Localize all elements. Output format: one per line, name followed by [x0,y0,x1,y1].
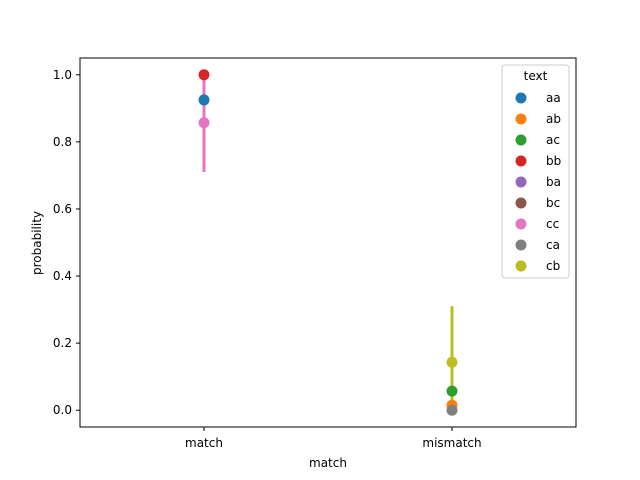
legend-label-bc: bc [546,196,560,210]
legend-marker-ca [515,239,527,251]
legend-label-ab: ab [546,112,561,126]
legend-marker-cc [515,218,527,230]
legend-marker-aa [515,92,527,104]
y-tick-label: 0.0 [53,403,72,417]
y-tick-label: 0.8 [53,135,72,149]
point-cc-match [198,117,210,129]
axes-frame [79,57,577,428]
y-tick-label: 0.4 [53,269,72,283]
legend-label-ca: ca [546,238,560,252]
x-axis-label: match [309,456,347,470]
y-axis-label: probability [30,211,44,275]
x-tick-label: match [185,436,223,450]
point-bb-match [198,69,210,81]
y-tick-label: 0.2 [53,336,72,350]
legend-label-ba: ba [546,175,561,189]
plot-area [198,69,458,416]
legend-marker-bc [515,197,527,209]
legend-marker-ba [515,176,527,188]
legend-label-ac: ac [546,133,560,147]
legend-marker-ab [515,113,527,125]
point-aa-match [198,94,210,106]
legend-label-bb: bb [546,154,561,168]
legend: text aa ab ac bb ba bc cc ca cb [501,64,570,279]
y-tick-label: 1.0 [53,68,72,82]
point-cb-mismatch [446,356,458,368]
legend-marker-ac [515,134,527,146]
point-ca-mismatch [446,404,458,416]
legend-label-cc: cc [546,217,559,231]
legend-label-aa: aa [546,91,561,105]
point-ac-mismatch [446,385,458,397]
legend-marker-bb [515,155,527,167]
y-tick-label: 0.6 [53,202,72,216]
x-tick-label: mismatch [422,436,481,450]
legend-label-cb: cb [546,259,560,273]
legend-marker-cb [515,260,527,272]
legend-title: text [524,69,548,83]
axes: 0.0 0.2 0.4 0.6 0.8 1.0 match mismatch [53,57,577,450]
